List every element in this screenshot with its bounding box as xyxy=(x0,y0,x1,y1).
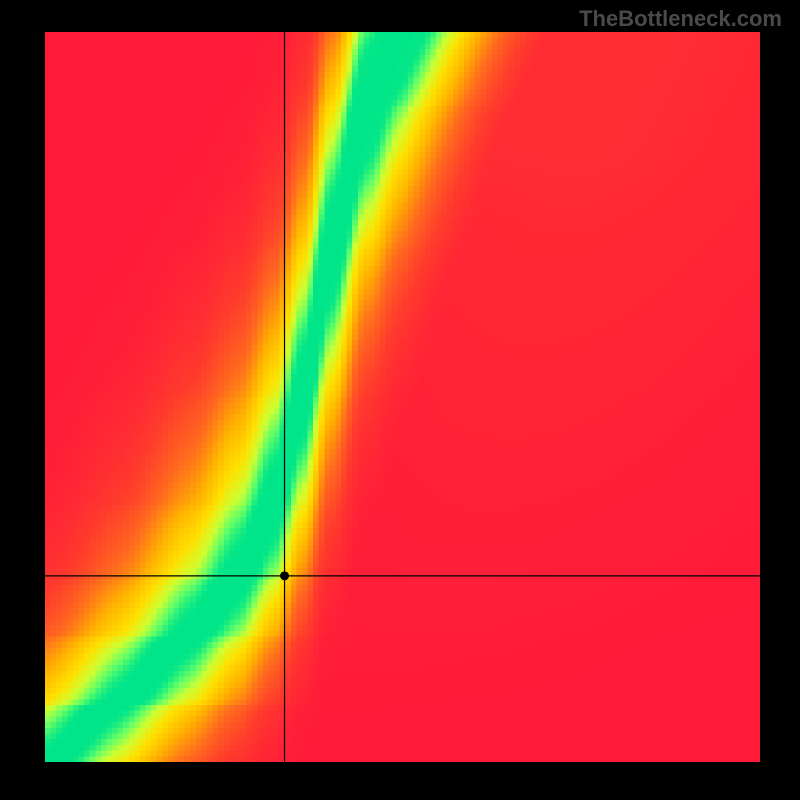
bottleneck-heatmap xyxy=(45,32,760,762)
figure-container: TheBottleneck.com xyxy=(0,0,800,800)
watermark-text: TheBottleneck.com xyxy=(579,6,782,32)
